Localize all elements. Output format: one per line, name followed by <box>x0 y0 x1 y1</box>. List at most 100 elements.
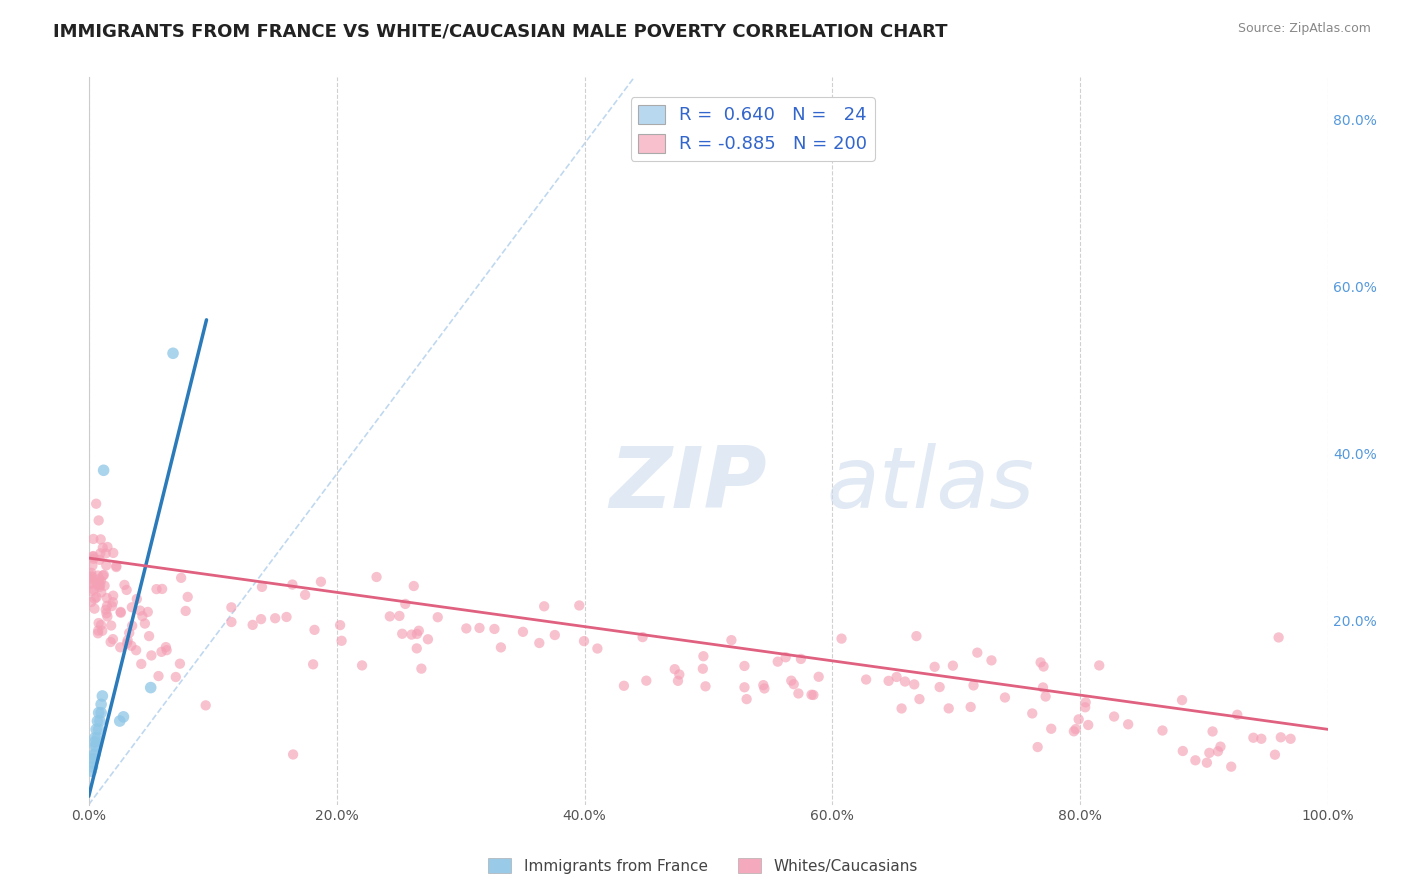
Legend: Immigrants from France, Whites/Caucasians: Immigrants from France, Whites/Caucasian… <box>482 852 924 880</box>
Point <box>120 639 142 653</box>
Point <box>101 595 124 609</box>
Point <box>855 673 877 687</box>
Point <box>141 648 163 663</box>
Point <box>402 579 425 593</box>
Point <box>309 574 332 589</box>
Point <box>125 643 148 657</box>
Point <box>94 546 117 560</box>
Point <box>426 610 449 624</box>
Point <box>90 618 112 632</box>
Point <box>84 735 107 749</box>
Point <box>89 580 111 594</box>
Point <box>302 657 325 672</box>
Point <box>304 623 326 637</box>
Point <box>735 692 758 706</box>
Point <box>221 615 243 629</box>
Point <box>138 629 160 643</box>
Point <box>1032 681 1054 695</box>
Point <box>405 641 427 656</box>
Point <box>631 630 654 644</box>
Point <box>720 633 742 648</box>
Point <box>83 747 105 762</box>
Point <box>84 739 107 753</box>
Point <box>80 568 103 582</box>
Point <box>388 609 411 624</box>
Point <box>101 599 124 613</box>
Point <box>125 591 148 606</box>
Point <box>787 686 810 700</box>
Point <box>394 597 416 611</box>
Point <box>108 714 131 728</box>
Point <box>148 669 170 683</box>
Point <box>807 670 830 684</box>
Point <box>264 611 287 625</box>
Point <box>156 643 179 657</box>
Point <box>110 606 132 620</box>
Point <box>668 667 690 681</box>
Point <box>89 546 111 560</box>
Text: Source: ZipAtlas.com: Source: ZipAtlas.com <box>1237 22 1371 36</box>
Point <box>1088 658 1111 673</box>
Point <box>93 579 115 593</box>
Point <box>80 595 103 609</box>
Text: atlas: atlas <box>827 443 1035 526</box>
Point <box>1171 744 1194 758</box>
Point <box>1074 700 1097 714</box>
Point <box>118 625 141 640</box>
Point <box>1102 709 1125 723</box>
Point <box>692 662 714 676</box>
Point <box>93 567 115 582</box>
Point <box>96 540 118 554</box>
Text: IMMIGRANTS FROM FRANCE VS WHITE/CAUCASIAN MALE POVERTY CORRELATION CHART: IMMIGRANTS FROM FRANCE VS WHITE/CAUCASIA… <box>53 22 948 40</box>
Point <box>636 673 658 688</box>
Point <box>533 599 555 614</box>
Point <box>1029 656 1052 670</box>
Point <box>134 616 156 631</box>
Point <box>83 752 105 766</box>
Point <box>87 572 110 586</box>
Point <box>194 698 217 713</box>
Point <box>87 723 110 737</box>
Point <box>890 701 912 715</box>
Point <box>145 582 167 596</box>
Point <box>84 739 107 753</box>
Point <box>1152 723 1174 738</box>
Point <box>1209 739 1232 754</box>
Point <box>83 551 105 566</box>
Point <box>80 577 103 591</box>
Point <box>82 760 104 774</box>
Point <box>103 546 125 560</box>
Point <box>86 590 108 604</box>
Point <box>90 698 112 712</box>
Point <box>87 568 110 582</box>
Point <box>83 591 105 606</box>
Point <box>401 627 423 641</box>
Point <box>83 582 105 597</box>
Point <box>84 723 107 737</box>
Point <box>96 558 118 573</box>
Point <box>894 674 917 689</box>
Point <box>83 601 105 615</box>
Point <box>1201 724 1223 739</box>
Point <box>281 577 304 591</box>
Point <box>366 570 388 584</box>
Point <box>416 632 439 647</box>
Point <box>484 622 506 636</box>
Point <box>1035 690 1057 704</box>
Point <box>155 640 177 654</box>
Point <box>84 731 107 745</box>
Point <box>1270 731 1292 745</box>
Point <box>117 633 139 648</box>
Point <box>121 600 143 615</box>
Point <box>82 549 104 563</box>
Point <box>512 624 534 639</box>
Point <box>408 624 430 638</box>
Point <box>80 575 103 590</box>
Point <box>1063 724 1085 739</box>
Point <box>1198 746 1220 760</box>
Point <box>121 618 143 632</box>
Point <box>96 599 118 613</box>
Point <box>162 346 184 360</box>
Point <box>352 658 374 673</box>
Point <box>91 568 114 582</box>
